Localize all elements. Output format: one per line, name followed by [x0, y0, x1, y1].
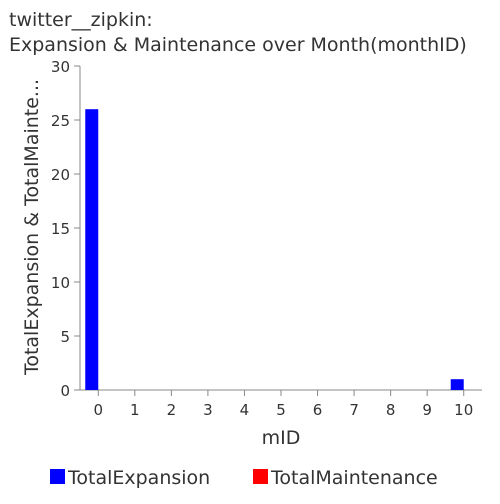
x-tick-label: 1 — [130, 401, 140, 419]
y-tick-label: 5 — [60, 328, 70, 346]
y-axis: 0 5 10 15 20 25 30 — [51, 58, 81, 400]
y-tick-label: 10 — [51, 274, 70, 292]
x-tick-label: 0 — [93, 401, 103, 419]
x-tick-label: 4 — [240, 401, 250, 419]
x-tick-label: 7 — [349, 401, 359, 419]
legend: TotalExpansion TotalMaintenance — [50, 467, 438, 489]
x-tick-label: 6 — [313, 401, 323, 419]
bars — [85, 109, 464, 390]
x-axis-label: mID — [262, 427, 301, 449]
y-tick-label: 25 — [51, 112, 70, 130]
chart-subtitle: Expansion & Maintenance over Month(month… — [9, 34, 467, 56]
x-axis: 0 1 2 3 4 5 6 7 8 9 10 — [80, 389, 482, 419]
x-tick-label: 10 — [454, 401, 473, 419]
legend-swatch — [50, 469, 65, 484]
legend-swatch — [253, 469, 268, 484]
x-tick-label: 8 — [386, 401, 396, 419]
y-tick-label: 0 — [60, 382, 70, 400]
x-tick-label: 5 — [276, 401, 286, 419]
x-tick-label: 9 — [422, 401, 432, 419]
x-tick-label: 3 — [203, 401, 213, 419]
y-axis-label: TotalExpansion & TotalMainte... — [21, 79, 43, 376]
y-tick-label: 20 — [51, 166, 70, 184]
bar-TotalExpansion-10 — [450, 379, 464, 390]
bar-TotalExpansion-0 — [85, 109, 99, 390]
x-tick-label: 2 — [167, 401, 177, 419]
legend-label: TotalMaintenance — [270, 467, 438, 489]
legend-label: TotalExpansion — [67, 467, 210, 489]
y-tick-label: 15 — [51, 220, 70, 238]
y-tick-label: 30 — [51, 58, 70, 76]
chart-title: twitter__zipkin: — [9, 9, 153, 31]
